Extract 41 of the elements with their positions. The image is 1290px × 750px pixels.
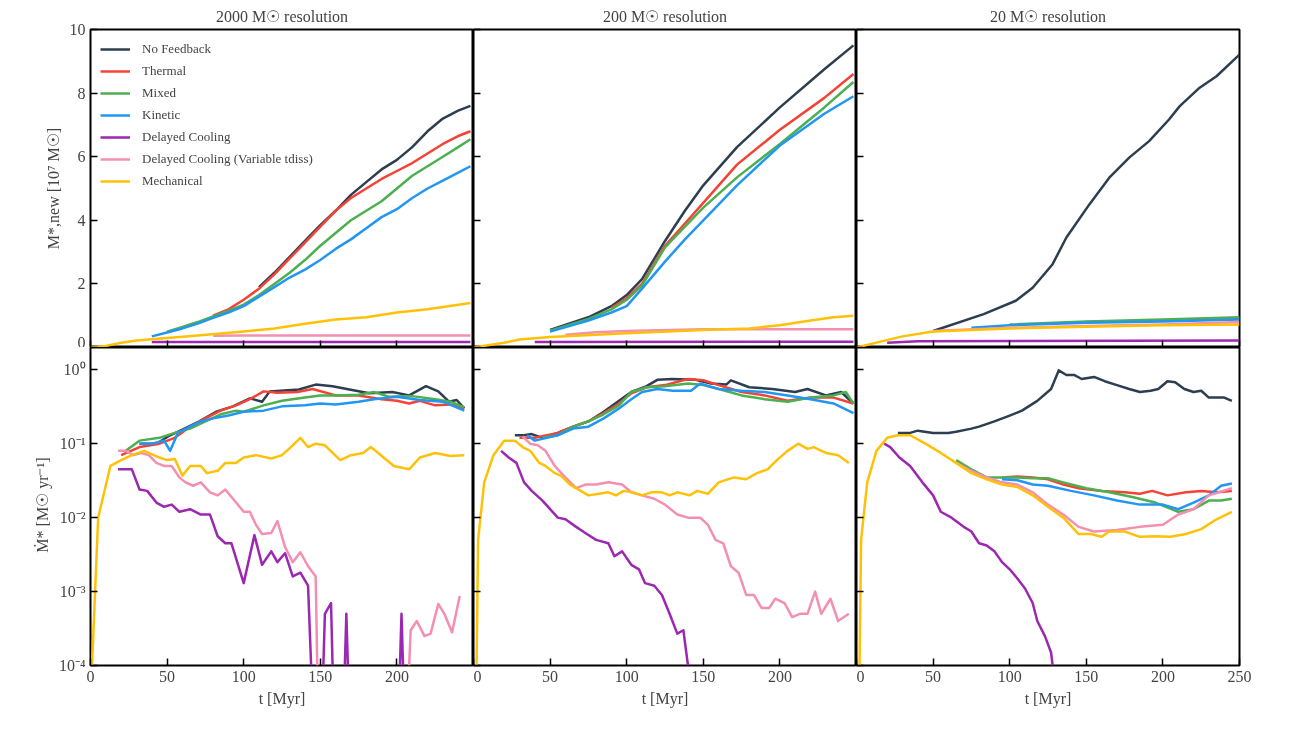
y-tick-label: 8 bbox=[77, 84, 86, 102]
x-tick-label: 200 bbox=[384, 667, 409, 685]
x-tick-label: 250 bbox=[1227, 667, 1252, 685]
x-tick-label: 100 bbox=[614, 667, 639, 685]
chart-title: 2000 M☉ resolution bbox=[215, 7, 349, 25]
x-tick-label: 0 bbox=[856, 667, 865, 685]
legend-label: Kinetic bbox=[142, 107, 181, 123]
x-tick-label: 50 bbox=[159, 667, 176, 685]
x-tick-label: 50 bbox=[542, 667, 559, 685]
y-tick-label: 10⁻¹ bbox=[59, 435, 86, 453]
y-tick-label: 6 bbox=[77, 148, 86, 166]
legend-label: Delayed Cooling bbox=[142, 129, 231, 145]
x-tick-label: 150 bbox=[308, 667, 333, 685]
x-tick-label: 200 bbox=[1150, 667, 1175, 685]
legend-label: Mechanical bbox=[142, 173, 203, 189]
x-tick-label: 150 bbox=[691, 667, 716, 685]
x-tick-label: 100 bbox=[997, 667, 1022, 685]
y-tick-label: 10⁻² bbox=[59, 509, 86, 527]
x-tick-label: 100 bbox=[231, 667, 256, 685]
y-tick-label: 10 bbox=[69, 21, 86, 38]
x-tick-label: 150 bbox=[1074, 667, 1099, 685]
x-tick-label: 0 bbox=[473, 667, 482, 685]
chart-title: 20 M☉ resolution bbox=[989, 7, 1107, 25]
legend-label: No Feedback bbox=[142, 41, 211, 57]
y-tick-label: 4 bbox=[77, 211, 86, 229]
legend-label: Delayed Cooling (Variable tdiss) bbox=[142, 151, 313, 167]
x-tick-label: 200 bbox=[767, 667, 792, 685]
y-axis-title: M*,new [10⁷ M☉] bbox=[44, 127, 62, 250]
chart-title: 200 M☉ resolution bbox=[602, 7, 728, 25]
x-axis-title: t [Myr] bbox=[258, 689, 306, 708]
legend-label: Thermal bbox=[142, 63, 187, 79]
y-tick-label: 2 bbox=[77, 275, 86, 293]
y-tick-label: 10⁰ bbox=[63, 361, 86, 379]
x-axis-title: t [Myr] bbox=[641, 689, 689, 708]
y-tick-label: 10⁻³ bbox=[59, 583, 86, 601]
y-tick-label: 0 bbox=[77, 333, 86, 351]
y-tick-label: 10⁻⁴ bbox=[58, 657, 86, 674]
y-axis-title: Ṁ* [M☉ yr⁻¹] bbox=[33, 457, 52, 553]
legend-label: Mixed bbox=[142, 85, 176, 101]
x-axis-title: t [Myr] bbox=[1024, 689, 1072, 708]
x-tick-label: 50 bbox=[925, 667, 942, 685]
